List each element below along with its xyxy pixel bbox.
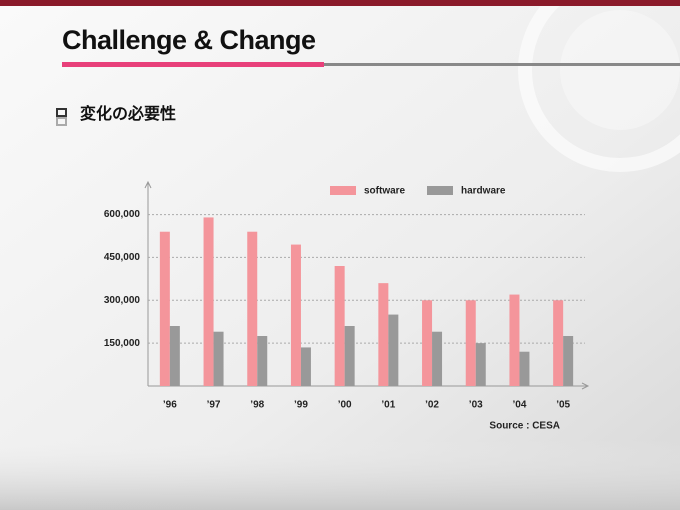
deco (560, 10, 680, 130)
slide-title: Challenge & Change (62, 25, 316, 55)
bar (247, 231, 258, 386)
bar (159, 231, 170, 386)
x-tick-label: ’98 (250, 400, 264, 411)
bar (344, 326, 355, 386)
x-tick-label: ’04 (512, 400, 526, 411)
x-axis-arrow (581, 382, 590, 390)
title-rule (62, 62, 324, 67)
heading: 変化の必要性 (80, 104, 176, 123)
y-tick-label: 300,000 (104, 295, 141, 306)
legend-swatch (427, 186, 453, 195)
bar (553, 300, 564, 386)
bar (290, 244, 301, 386)
y-tick-label: 450,000 (104, 252, 141, 263)
bar (300, 347, 311, 386)
x-tick-label: ’00 (338, 400, 352, 411)
top-stripe (0, 0, 680, 6)
x-tick-label: ’01 (381, 400, 395, 411)
floor (0, 440, 680, 510)
x-tick-label: ’99 (294, 400, 308, 411)
legend-label: hardware (461, 186, 506, 197)
bar (334, 266, 345, 386)
deco (518, 0, 680, 172)
x-tick-label: ’97 (207, 400, 221, 411)
bar (563, 336, 574, 386)
bar (509, 294, 520, 386)
bullet (56, 108, 67, 117)
title-rule (324, 63, 680, 66)
bar (465, 300, 476, 386)
bar (475, 343, 486, 386)
bar (169, 326, 180, 386)
bar (213, 331, 224, 386)
bar (432, 331, 443, 386)
x-tick-label: ’05 (556, 400, 570, 411)
source: Source : CESA (489, 421, 560, 432)
legend-swatch (330, 186, 356, 195)
x-tick-label: ’02 (425, 400, 439, 411)
bar (388, 314, 399, 386)
y-axis-arrow (144, 180, 152, 189)
bullet (56, 117, 67, 126)
bar (378, 283, 389, 386)
bar (519, 351, 530, 386)
x-tick-label: ’96 (163, 400, 177, 411)
bar (422, 300, 433, 386)
x-tick-label: ’03 (469, 400, 483, 411)
bar (257, 336, 268, 386)
y-tick-label: 150,000 (104, 338, 141, 349)
bar (203, 217, 214, 386)
legend-label: software (364, 186, 406, 197)
y-tick-label: 600,000 (104, 209, 141, 220)
